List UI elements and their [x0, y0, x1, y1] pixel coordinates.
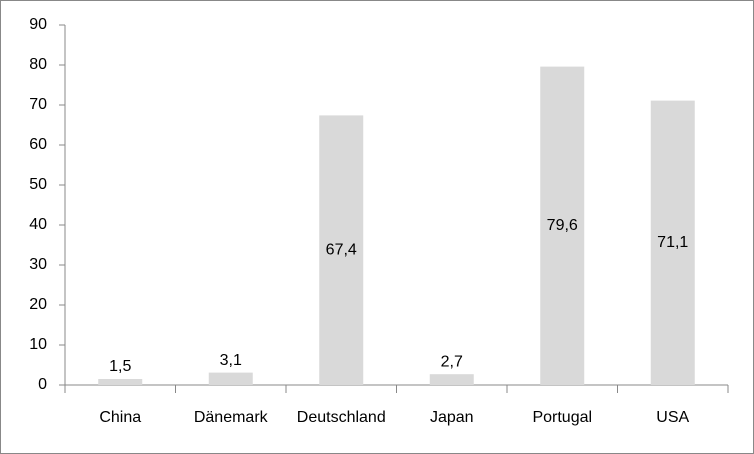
y-tick-label: 40	[29, 216, 47, 233]
bar	[98, 379, 143, 385]
y-tick-label: 70	[29, 96, 47, 113]
bar	[650, 100, 695, 385]
value-label: 3,1	[220, 352, 242, 369]
x-tick-label: Deutschland	[297, 409, 386, 426]
y-tick-label: 20	[29, 296, 47, 313]
value-label: 2,7	[441, 353, 463, 370]
bar	[540, 66, 585, 385]
bar	[319, 115, 364, 386]
value-label: 1,5	[109, 358, 131, 375]
value-label: 71,1	[657, 234, 688, 251]
y-tick-label: 90	[29, 16, 47, 33]
y-tick-label: 80	[29, 56, 47, 73]
y-tick-label: 50	[29, 176, 47, 193]
y-tick-label: 60	[29, 136, 47, 153]
value-label: 79,6	[547, 217, 578, 234]
y-tick-label: 30	[29, 256, 47, 273]
y-tick-label: 10	[29, 336, 47, 353]
x-tick-label: Portugal	[532, 409, 592, 426]
bar	[429, 374, 474, 385]
x-tick-label: Japan	[430, 409, 474, 426]
x-tick-label: China	[99, 409, 141, 426]
x-tick-label: USA	[656, 409, 689, 426]
y-tick-label: 0	[38, 376, 47, 393]
bar	[208, 372, 253, 385]
x-tick-label: Dänemark	[194, 409, 269, 426]
value-label: 67,4	[326, 241, 357, 258]
